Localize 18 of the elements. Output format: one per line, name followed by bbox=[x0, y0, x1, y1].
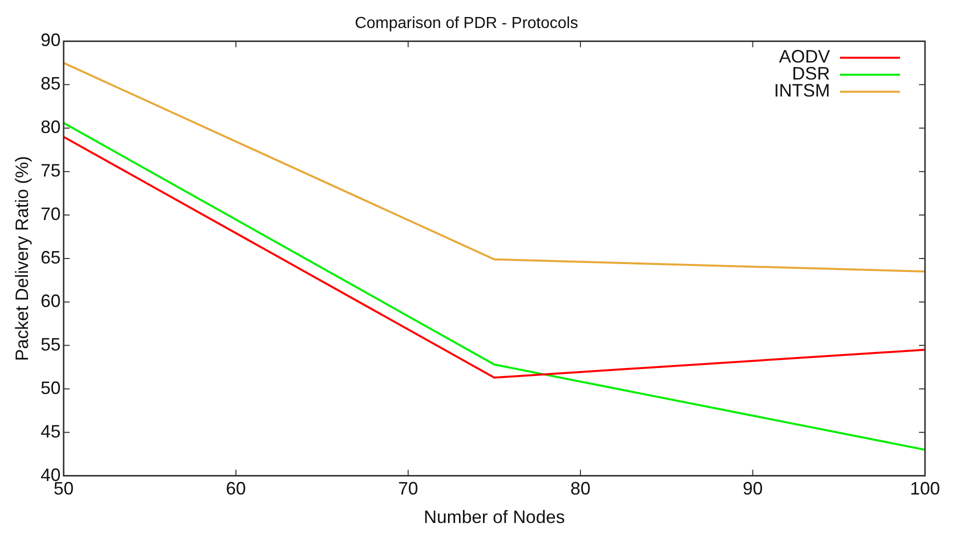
y-tick-label: 90 bbox=[40, 30, 61, 50]
y-tick-label: 65 bbox=[40, 247, 61, 268]
y-axis-title: Packet Delivery Ratio (%) bbox=[12, 156, 32, 362]
x-tick-label: 80 bbox=[570, 478, 590, 499]
y-tick-label: 70 bbox=[40, 204, 61, 224]
y-tick-label: 55 bbox=[40, 334, 61, 354]
chart-title: Comparison of PDR - Protocols bbox=[354, 15, 578, 32]
x-tick-label: 90 bbox=[742, 478, 763, 499]
y-tick-label: 80 bbox=[40, 117, 61, 138]
y-tick-label: 50 bbox=[40, 378, 61, 398]
x-tick-label: 70 bbox=[398, 478, 418, 499]
x-axis-title: Number of Nodes bbox=[424, 507, 565, 528]
x-tick-label: 60 bbox=[226, 478, 246, 499]
x-tick-label: 100 bbox=[910, 478, 940, 499]
y-tick-label: 45 bbox=[40, 421, 61, 442]
y-tick-label: 85 bbox=[40, 74, 61, 94]
y-tick-label: 60 bbox=[40, 290, 61, 311]
y-tick-label: 75 bbox=[40, 160, 61, 181]
